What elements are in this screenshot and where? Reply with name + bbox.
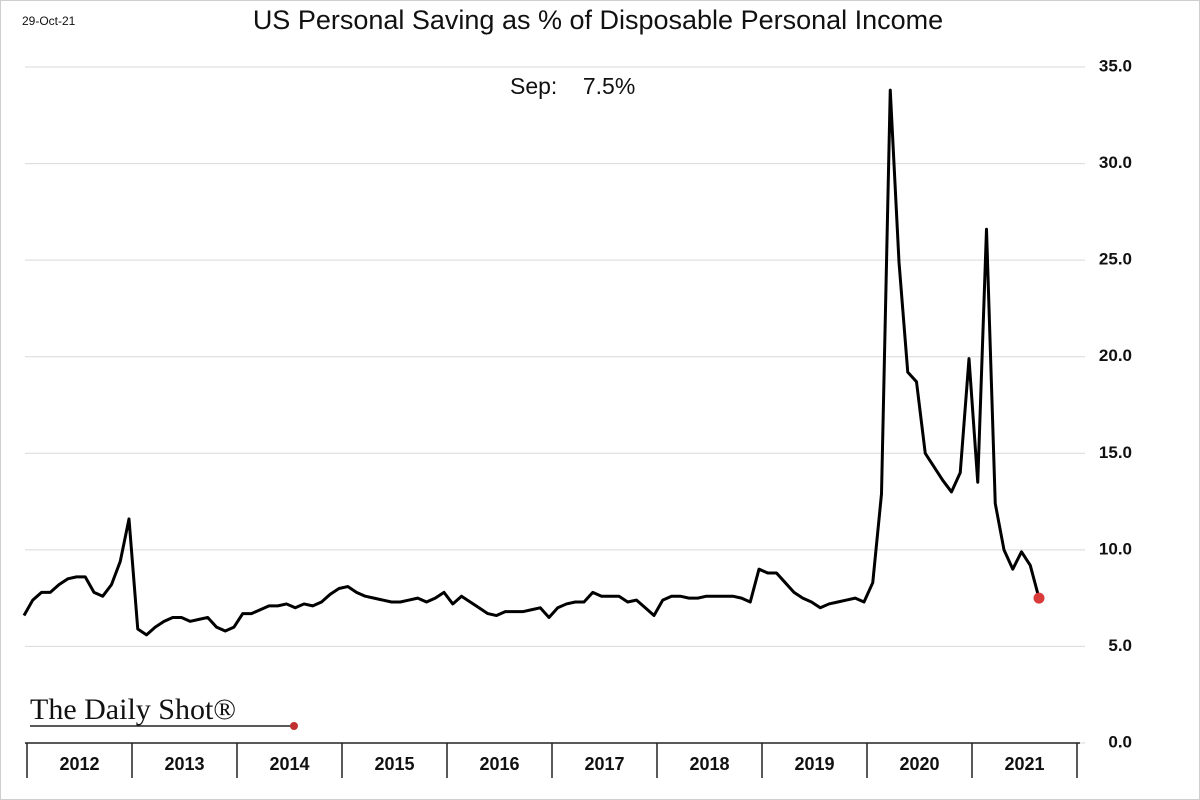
- annotation: Sep: 7.5%: [510, 73, 635, 99]
- y-tick-label: 25.0: [1099, 250, 1132, 269]
- x-tick-label: 2014: [269, 754, 309, 774]
- date-label: 29-Oct-21: [22, 14, 76, 28]
- data-line: [22, 88, 1041, 637]
- x-tick-label: 2012: [59, 754, 99, 774]
- y-tick-label: 35.0: [1099, 56, 1132, 75]
- x-tick-label: 2015: [374, 754, 414, 774]
- x-tick-label: 2016: [479, 754, 519, 774]
- source-logo: The Daily Shot®: [30, 693, 236, 726]
- x-tick-label: 2020: [899, 754, 939, 774]
- y-tick-label: 15.0: [1099, 443, 1132, 462]
- y-tick-label: 0.0: [1108, 732, 1132, 751]
- y-tick-label: 20.0: [1099, 346, 1132, 365]
- y-tick-label: 5.0: [1108, 636, 1132, 655]
- x-tick-label: 2017: [584, 754, 624, 774]
- x-tick-label: 2013: [164, 754, 204, 774]
- x-tick-label: 2019: [794, 754, 834, 774]
- logo-dot: [290, 722, 298, 730]
- x-tick-label: 2018: [689, 754, 729, 774]
- x-tick-label: 2021: [1004, 754, 1044, 774]
- y-tick-label: 30.0: [1099, 153, 1132, 172]
- chart-title: US Personal Saving as % of Disposable Pe…: [253, 5, 943, 35]
- y-tick-label: 10.0: [1099, 539, 1132, 558]
- last-point: [1033, 592, 1045, 604]
